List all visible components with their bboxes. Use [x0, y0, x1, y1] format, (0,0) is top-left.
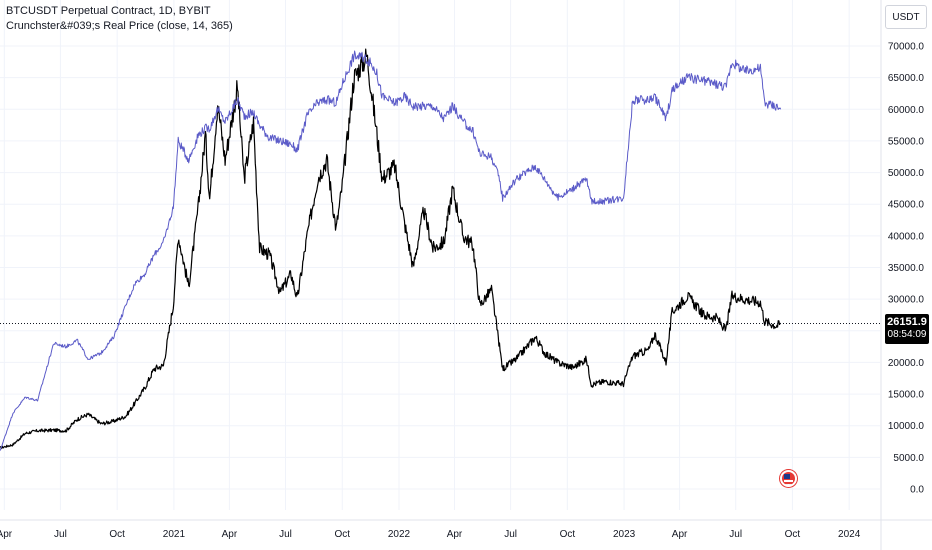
price-series-line — [0, 48, 781, 450]
last-price-value: 26151.9 — [887, 316, 927, 328]
y-tick-label: 35000.0 — [888, 263, 925, 274]
x-tick-label: Apr — [447, 529, 463, 540]
y-tick-label: 5000.0 — [893, 453, 924, 464]
last-price-tag: 26151.9 08:54:09 — [885, 314, 929, 344]
x-tick-label: Jul — [729, 529, 742, 540]
x-tick-label: Apr — [0, 529, 13, 540]
currency-button[interactable]: USDT — [885, 5, 927, 29]
y-tick-label: 55000.0 — [888, 136, 925, 147]
x-tick-label: Oct — [560, 529, 576, 540]
y-tick-label: 10000.0 — [888, 421, 925, 432]
y-tick-label: 65000.0 — [888, 73, 925, 84]
x-tick-label: Apr — [222, 529, 238, 540]
x-tick-label: Jul — [504, 529, 517, 540]
x-tick-label: Jul — [54, 529, 67, 540]
y-tick-label: 20000.0 — [888, 358, 925, 369]
indicator-label[interactable]: Crunchster&#039;s Real Price (close, 14,… — [6, 20, 233, 32]
x-tick-label: Oct — [109, 529, 125, 540]
y-tick-label: 0.0 — [910, 485, 924, 496]
x-tick-label: Jul — [279, 529, 292, 540]
y-tick-label: 45000.0 — [888, 200, 925, 211]
x-tick-label: Oct — [334, 529, 350, 540]
x-tick-label: Oct — [785, 529, 801, 540]
y-tick-label: 30000.0 — [888, 295, 925, 306]
y-tick-label: 40000.0 — [888, 231, 925, 242]
x-tick-label: 2023 — [613, 529, 636, 540]
y-tick-label: 15000.0 — [888, 390, 925, 401]
y-tick-label: 60000.0 — [888, 105, 925, 116]
y-tick-label: 70000.0 — [888, 42, 925, 53]
real-price-series-line — [0, 50, 782, 451]
flag-stripe — [784, 484, 793, 485]
x-axis[interactable]: Apr Jul Oct 2021 Apr Jul Oct 2022 Apr Jul Oct 2023 A… — [0, 529, 861, 540]
y-tick-label: 50000.0 — [888, 168, 925, 179]
x-tick-label: 2022 — [388, 529, 411, 540]
currency-label: USDT — [892, 11, 920, 23]
x-tick-label: Apr — [672, 529, 688, 540]
x-tick-label: 2021 — [163, 529, 186, 540]
series-layer — [0, 48, 782, 451]
x-tick-label: 2024 — [838, 529, 861, 540]
symbol-title[interactable]: BTCUSDT Perpetual Contract, 1D, BYBIT — [6, 5, 211, 17]
y-axis[interactable]: 0.05000.010000.015000.020000.025000.0300… — [888, 42, 925, 496]
flag-icon[interactable] — [780, 470, 797, 487]
flag-stripe — [784, 480, 793, 482]
flag-canton — [784, 474, 790, 479]
bar-countdown: 08:54:09 — [887, 329, 927, 340]
